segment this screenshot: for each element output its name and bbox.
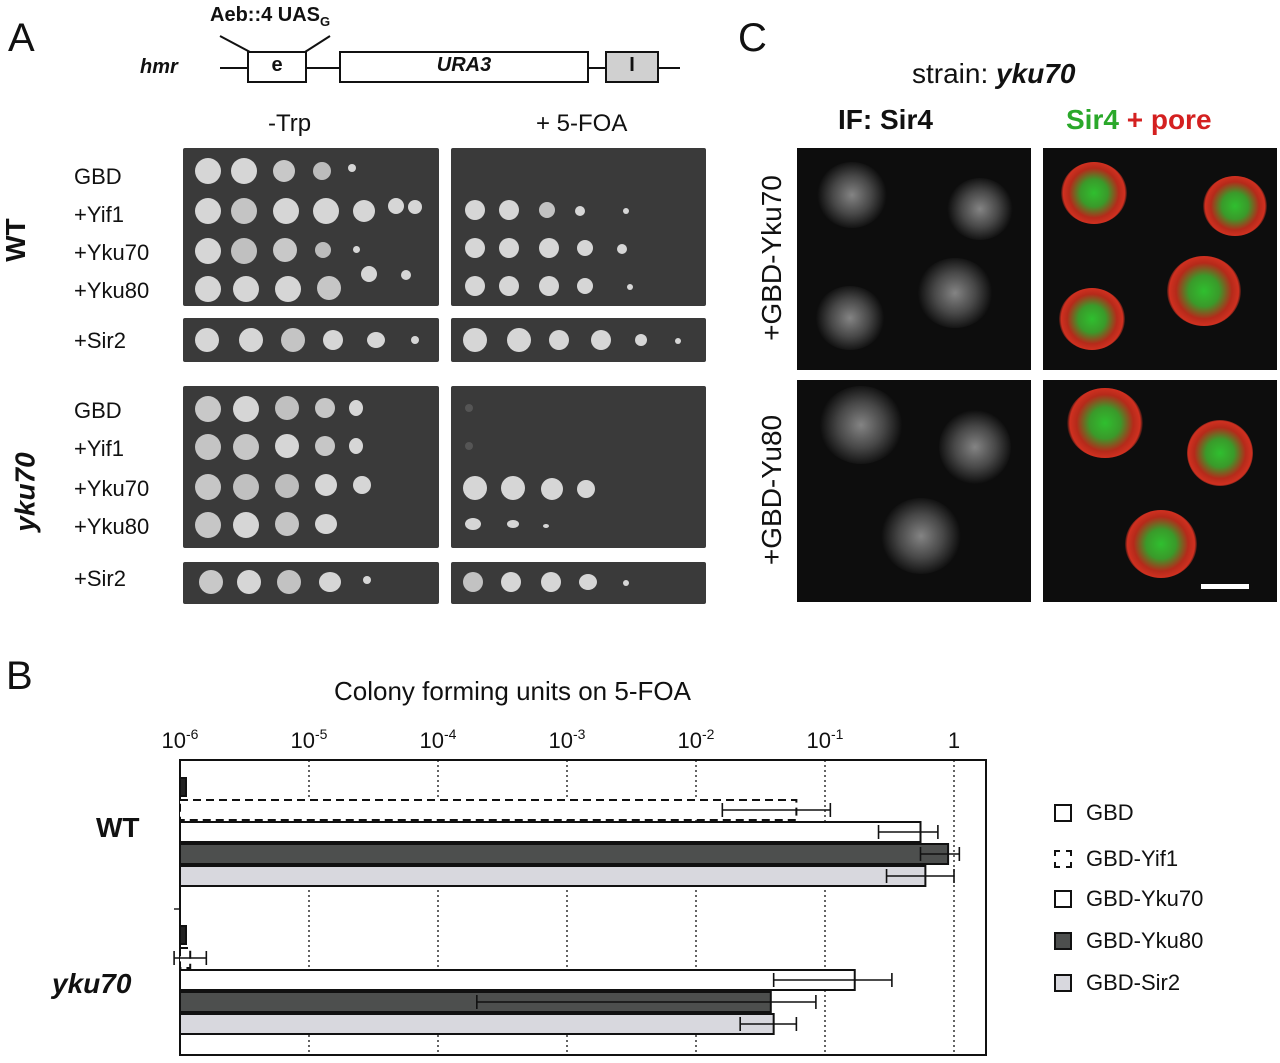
plate-yku70-trp [183,386,439,548]
legend-swatch-yku80 [1054,932,1072,950]
bar [179,799,798,821]
row-label-gbd: GBD [74,164,122,189]
micrograph-merge-yku70 [1043,148,1277,370]
micrograph-sir4-yku80 [797,380,1031,602]
legend-item-yku80: GBD-Yku80 [1054,928,1203,954]
panel-label-a: A [8,16,35,60]
plate-wt-sir2-trp [183,318,439,362]
plate-wt-trp [183,148,439,306]
bar [179,865,927,887]
plate-yku70-5foa [451,386,706,548]
if-strain-title: strain: yku70 [912,58,1076,89]
condition-trp: -Trp [268,110,312,137]
legend-item-gbd: GBD [1054,800,1134,826]
plate-wt-5foa [451,148,706,306]
locus-label: hmr [140,56,178,78]
plot-frame [179,759,987,1056]
bar [179,777,187,797]
category-label-yku70: yku70 [52,968,132,999]
tick-label: 10-5 [291,726,328,753]
box-e: e [271,54,283,76]
row-label-yif1: +Yif1 [74,202,124,227]
legend-swatch-yku70 [1054,890,1072,908]
legend-item-yif1: GBD-Yif1 [1054,846,1178,872]
bar [179,925,187,945]
bar [179,821,922,843]
scale-bar [1201,584,1249,589]
panel-label-c: C [738,16,767,60]
micrograph-merge-yku80 [1043,380,1277,602]
box-ura3: URA3 [436,54,492,76]
bar [179,843,950,865]
tick-label: 1 [948,728,960,753]
micrograph-sir4-yku70 [797,148,1031,370]
panel-label-b: B [6,654,33,698]
plate-yku70-sir2-trp [183,562,439,604]
tick-label: 10-1 [807,726,844,753]
construct-diagram: Aeb::4 UASG hmr e URA3 I [140,4,700,104]
tick-label: 10-6 [162,726,199,753]
row-label-gbd-yku70: GBD [74,398,122,423]
row-label-sir2-yku70: +Sir2 [74,566,126,591]
bar [179,969,856,991]
if-col2-title: Sir4 + pore [1066,104,1212,135]
row-label-yku70: +Yku70 [74,240,150,265]
row-label-yku80-yku70: +Yku80 [74,514,150,539]
legend-item-sir2: GBD-Sir2 [1054,970,1180,996]
condition-5foa: + 5-FOA [536,110,628,137]
row-label-sir2: +Sir2 [74,328,126,353]
box-i: I [629,54,635,76]
construct-lines [219,35,680,83]
if-col1-title: IF: Sir4 [838,104,933,135]
row-label-yif1-yku70: +Yif1 [74,436,124,461]
category-label-wt: WT [96,812,140,843]
legend-swatch-yif1 [1054,850,1072,868]
insert-label: Aeb::4 UASG [210,4,331,29]
legend-item-yku70: GBD-Yku70 [1054,886,1203,912]
plate-yku70-sir2-5foa [451,562,706,604]
row-label-yku80: +Yku80 [74,278,150,303]
tick-label: 10-2 [678,726,715,753]
plate-wt-sir2-5foa [451,318,706,362]
legend-swatch-sir2 [1054,974,1072,992]
tick-label: 10-3 [549,726,586,753]
legend-swatch-gbd [1054,804,1072,822]
chart-title: Colony forming units on 5-FOA [334,676,691,706]
tick-label: 10-4 [420,726,457,753]
bar [179,1013,775,1035]
row-label-yku70-yku70: +Yku70 [74,476,150,501]
